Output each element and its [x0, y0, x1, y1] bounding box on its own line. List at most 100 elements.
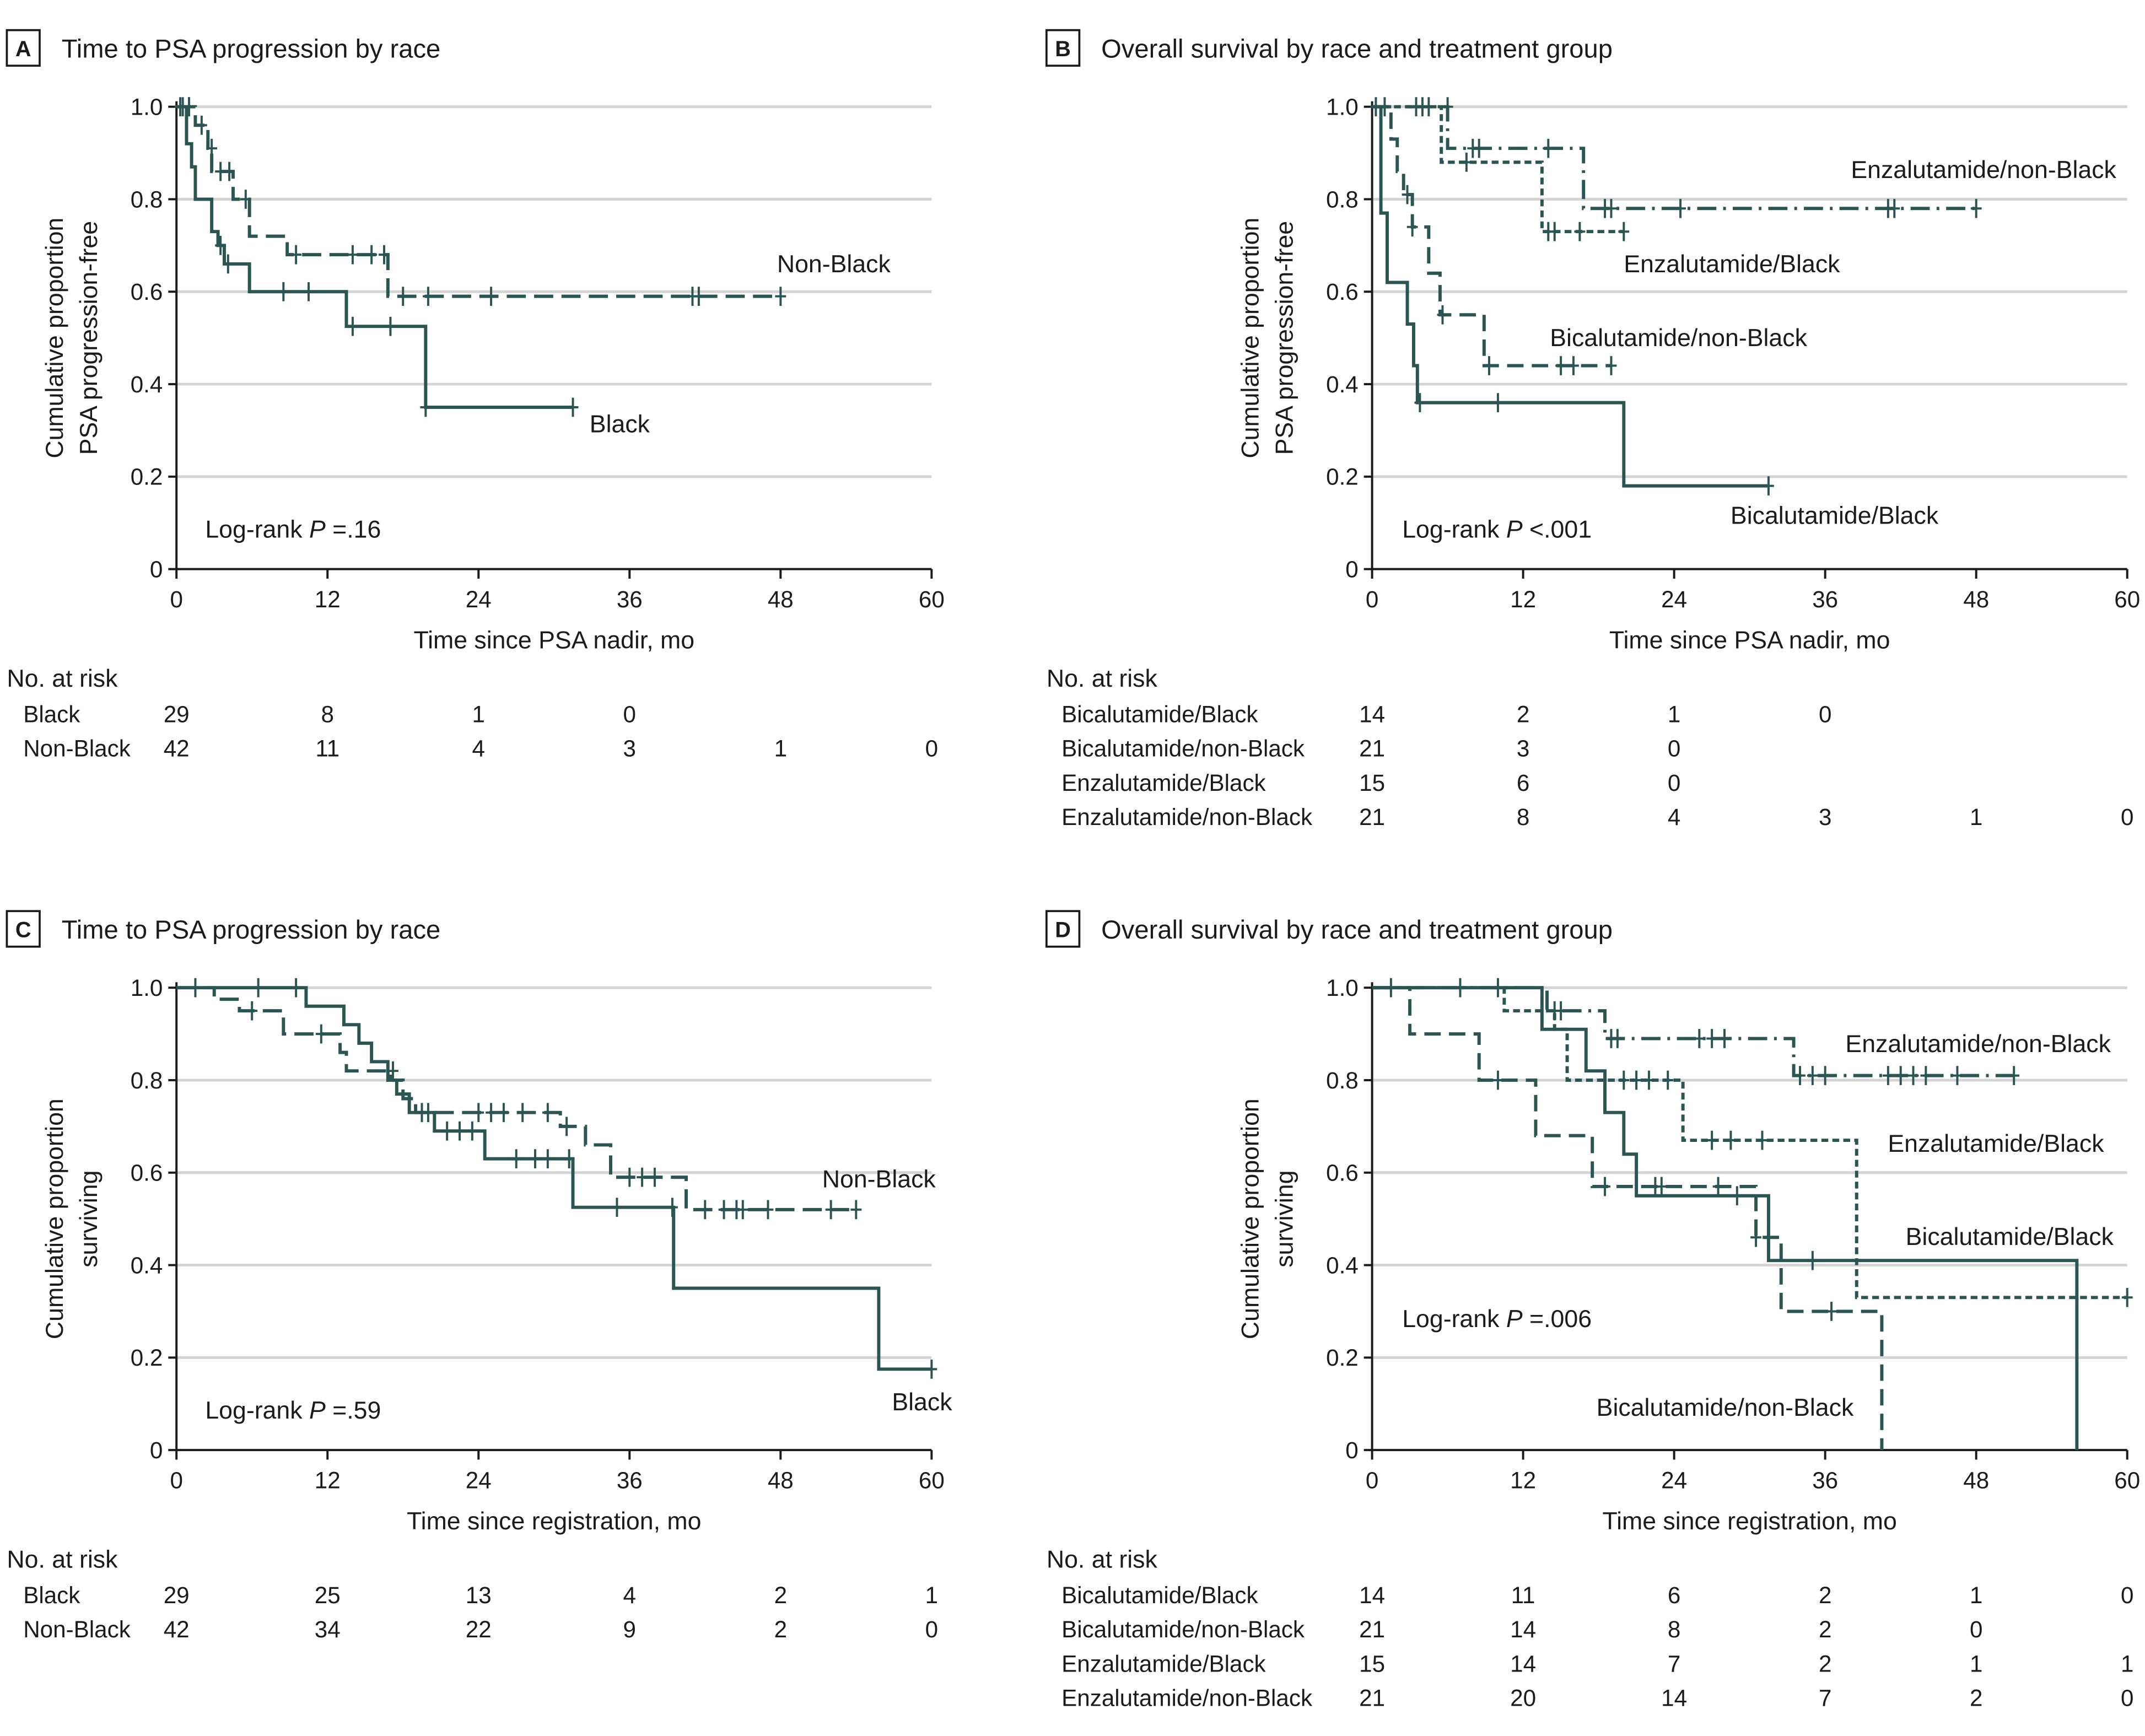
x-tick-label: 12: [315, 586, 341, 612]
x-tick-label: 36: [617, 1468, 643, 1494]
x-tick-label: 24: [466, 1468, 492, 1494]
risk-row-label: Black: [23, 702, 80, 727]
y-tick-label: 0.8: [131, 1068, 163, 1093]
survival-curve: [1372, 105, 1769, 488]
series-enzalutamide-non-black: Enzalutamide/non-Black: [1372, 986, 2111, 1085]
x-tick-label: 48: [768, 586, 794, 612]
series-enzalutamide-non-black: Enzalutamide/non-Black: [1372, 97, 2117, 218]
risk-count: 20: [1510, 1685, 1536, 1711]
x-tick-label: 36: [1812, 586, 1838, 612]
y-tick-label: 0.2: [131, 1345, 163, 1371]
risk-count: 8: [1668, 1616, 1680, 1642]
x-tick-label: 12: [1510, 586, 1536, 612]
survival-curve: [1372, 105, 1612, 368]
risk-row: Bicalutamide/non-Black 21 14 8 2 0: [1061, 1616, 1982, 1642]
risk-count: 15: [1359, 770, 1385, 796]
x-tick-label: 36: [1812, 1468, 1838, 1494]
panel-title: Overall survival by race and treatment g…: [1101, 915, 1613, 944]
logrank-annotation: Log-rank P =.006: [1402, 1306, 1592, 1333]
series-enzalutamide-black: Enzalutamide/Black: [1372, 105, 1840, 278]
risk-row: Enzalutamide/Black 15 6 0: [1061, 770, 1680, 796]
y-axis-title: Cumulative proportion: [1237, 218, 1264, 459]
risk-table: No. at risk Black 29 8 1 0 Non-Black 42 11 4 3 1 0: [7, 665, 938, 762]
x-tick-label: 24: [1661, 586, 1687, 612]
y-axis-title: Cumulative proportion: [1237, 1098, 1264, 1339]
logrank-annotation: Log-rank P =.16: [205, 516, 381, 543]
logrank-value: =.59: [326, 1397, 381, 1424]
panel-letter-box: [1045, 910, 1081, 948]
risk-count: 21: [1359, 804, 1385, 830]
x-axis-title: Time since registration, mo: [407, 1508, 701, 1535]
risk-row: Non-Black 42 34 22 9 2 0: [23, 1616, 938, 1642]
panel-letter-box: [1045, 29, 1081, 67]
x-tick-label: 48: [1963, 586, 1989, 612]
y-axis-title: PSA progression-free: [76, 221, 103, 455]
x-tick-label: 12: [1510, 1468, 1536, 1494]
series-enzalutamide-black: Enzalutamide/Black: [1372, 986, 2133, 1307]
logrank-value: <.001: [1523, 516, 1592, 543]
series-label: Enzalutamide/non-Black: [1845, 1031, 2111, 1058]
risk-count: 3: [623, 736, 636, 762]
risk-count: 0: [925, 1616, 938, 1642]
risk-count: 14: [1661, 1685, 1687, 1711]
x-tick-label: 60: [919, 1468, 945, 1494]
risk-row-label: Enzalutamide/non-Black: [1061, 804, 1313, 830]
panel-letter: C: [15, 918, 31, 942]
panel-a: A Time to PSA progression by race 0 0.2 0.4 0…: [6, 29, 945, 762]
risk-table-title: No. at risk: [7, 665, 118, 692]
panel-letter-box: [6, 29, 41, 67]
survival-curve: [1372, 986, 2014, 1077]
y-tick-label: 1.0: [1326, 975, 1359, 1001]
y-axis-title: PSA progression-free: [1271, 221, 1298, 455]
risk-count: 21: [1359, 1685, 1385, 1711]
x-tick-label: 48: [1963, 1468, 1989, 1494]
risk-row-label: Bicalutamide/non-Black: [1061, 736, 1305, 762]
risk-count: 6: [1517, 770, 1529, 796]
x-axis-title: Time since PSA nadir, mo: [1609, 627, 1890, 654]
risk-row: Enzalutamide/Black 15 14 7 2 1 1: [1061, 1651, 2133, 1676]
series-label: Enzalutamide/Black: [1624, 251, 1840, 278]
risk-count: 1: [1970, 804, 1982, 830]
risk-row: Enzalutamide/non-Black 21 8 4 3 1 0: [1061, 804, 2133, 830]
survival-curve: [1372, 986, 2127, 1300]
risk-count: 2: [1819, 1651, 1831, 1676]
risk-count: 2: [1819, 1616, 1831, 1642]
y-tick-label: 0.2: [1326, 1345, 1359, 1371]
y-axis-title: surviving: [76, 1171, 103, 1268]
panel-letter: D: [1055, 918, 1071, 942]
y-tick-label: 0.4: [131, 1252, 163, 1278]
y-tick-label: 0.4: [131, 371, 163, 397]
risk-count: 6: [1668, 1582, 1680, 1608]
y-tick-label: 0.4: [1326, 1252, 1359, 1278]
risk-count: 42: [164, 736, 190, 762]
x-axis-title: Time since PSA nadir, mo: [413, 627, 694, 654]
logrank-p: P: [309, 516, 326, 543]
risk-count: 14: [1510, 1616, 1536, 1642]
y-axis-title: Cumulative proportion: [41, 218, 68, 459]
y-tick-label: 0.6: [1326, 279, 1359, 305]
series-bicalutamide-non-black: Bicalutamide/non-Black: [1372, 105, 1808, 375]
survival-curve: [176, 105, 781, 298]
risk-count: 4: [472, 736, 485, 762]
risk-count: 1: [1970, 1651, 1982, 1676]
x-tick-label: 60: [919, 586, 945, 612]
risk-count: 0: [925, 736, 938, 762]
risk-count: 0: [1668, 770, 1680, 796]
risk-row: Non-Black 42 11 4 3 1 0: [23, 736, 938, 762]
risk-count: 14: [1510, 1651, 1536, 1676]
y-tick-label: 0: [150, 1437, 163, 1463]
series-label: Bicalutamide/Black: [1731, 503, 1939, 530]
y-axis-title: surviving: [1271, 1171, 1298, 1268]
risk-count: 21: [1359, 736, 1385, 762]
risk-row-label: Bicalutamide/Black: [1061, 702, 1258, 727]
risk-table-title: No. at risk: [1047, 665, 1158, 692]
risk-count: 21: [1359, 1616, 1385, 1642]
risk-count: 1: [1970, 1582, 1982, 1608]
risk-count: 8: [321, 702, 333, 727]
y-tick-label: 0: [1345, 557, 1358, 583]
x-axis-title: Time since registration, mo: [1602, 1508, 1896, 1535]
risk-count: 11: [1511, 1582, 1535, 1608]
